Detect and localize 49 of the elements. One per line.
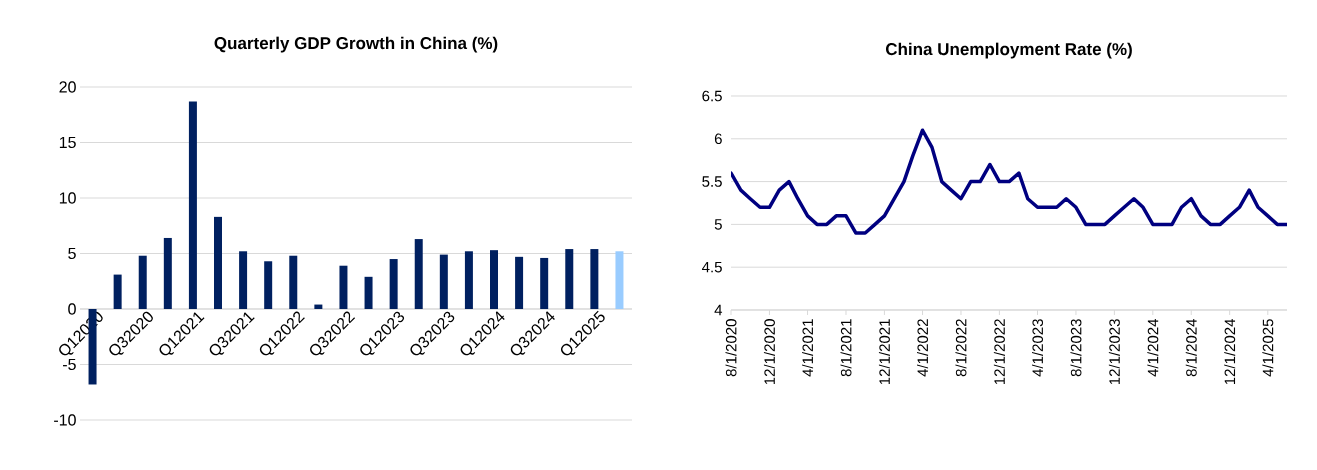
bar — [439, 254, 448, 309]
bar — [615, 251, 624, 309]
x-tick-label: 4/1/2025 — [1262, 319, 1274, 377]
x-tick-label: 12/1/2022 — [993, 319, 1005, 385]
chart-title: Quarterly GDP Growth in China (%) — [214, 36, 498, 53]
bar — [188, 101, 197, 309]
y-tick-label: 5 — [714, 219, 722, 230]
y-tick-label: 20 — [59, 81, 76, 93]
bar — [364, 276, 373, 309]
bar — [490, 250, 498, 309]
x-tick-label: 12/1/2024 — [1224, 318, 1236, 385]
bar — [339, 265, 348, 309]
x-tick-label: 12/1/2023 — [1108, 319, 1120, 385]
y-tick-label: 5 — [68, 247, 76, 260]
y-tick-label: 6 — [714, 133, 722, 145]
x-tick-label: 8/1/2021 — [840, 319, 852, 377]
x-tick-label: 8/1/2024 — [1185, 318, 1197, 377]
bar — [163, 237, 172, 309]
bar — [464, 251, 473, 309]
bar — [214, 216, 222, 309]
chart-title: China Unemployment Rate (%) — [885, 42, 1132, 59]
x-tick-label: 12/1/2020 — [763, 319, 775, 385]
y-tick-label: 4.5 — [701, 261, 722, 273]
x-tick-label: 4/1/2021 — [802, 319, 814, 377]
bar — [515, 256, 524, 309]
bar — [590, 249, 599, 309]
x-tick-label: 4/1/2023 — [1032, 319, 1044, 377]
y-tick-label: -5 — [62, 358, 76, 371]
bar — [389, 259, 398, 309]
bar — [289, 255, 298, 309]
bar — [239, 251, 248, 309]
x-tick-label: 4/1/2022 — [917, 319, 929, 377]
bar — [113, 274, 122, 309]
y-tick-label: 5.5 — [702, 176, 722, 187]
x-tick-label: 8/1/2023 — [1070, 319, 1082, 377]
bar — [540, 257, 549, 309]
x-tick-label: 12/1/2021 — [878, 319, 890, 385]
bar — [264, 261, 273, 309]
y-tick-label: 6.5 — [702, 90, 722, 102]
y-tick-label: -10 — [54, 414, 76, 426]
y-tick-label: 4 — [714, 304, 723, 316]
bar — [138, 255, 147, 309]
x-tick-label: 4/1/2024 — [1147, 318, 1159, 377]
bar — [565, 249, 574, 309]
y-tick-label: 10 — [59, 192, 76, 204]
bar — [414, 239, 423, 309]
x-tick-label: 8/1/2022 — [955, 319, 967, 377]
y-tick-label: 15 — [59, 136, 76, 149]
x-tick-label: 8/1/2020 — [725, 319, 737, 377]
